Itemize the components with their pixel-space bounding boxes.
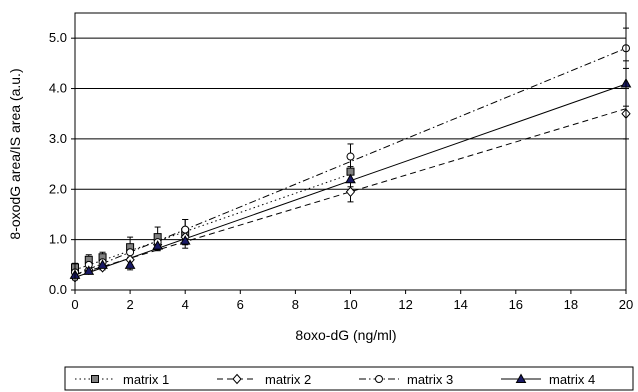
- x-axis-ticks: 0 2 4 6 8 10 12 14 16 18 20: [71, 290, 633, 312]
- point-matrix-4: [83, 265, 95, 275]
- legend-marker: [232, 373, 242, 385]
- legend-label: matrix 3: [407, 372, 453, 387]
- point-matrix-4: [152, 240, 164, 250]
- y-tick-label: 1.0: [49, 232, 67, 247]
- plot-area: [69, 12, 632, 291]
- y-axis-label: 8-oxodG area/IS area (a.u.): [7, 68, 23, 239]
- x-tick-label: 14: [453, 297, 467, 312]
- fit-line-2: [74, 108, 627, 276]
- legend-label: matrix 2: [265, 372, 311, 387]
- point-matrix-4: [179, 235, 191, 245]
- y-tick-label: 2.0: [49, 181, 67, 196]
- y-tick-label: 3.0: [49, 131, 67, 146]
- point-matrix-3: [126, 248, 135, 257]
- x-tick-label: 0: [71, 297, 78, 312]
- x-tick-label: 4: [182, 297, 189, 312]
- point-matrix-4: [345, 173, 356, 184]
- x-tick-label: 18: [564, 297, 578, 312]
- x-tick-label: 16: [509, 297, 523, 312]
- point-matrix-2: [345, 186, 356, 198]
- gridlines: [75, 37, 626, 241]
- legend-marker: [515, 373, 527, 383]
- y-tick-label: 0.0: [49, 282, 67, 297]
- fit-line-1: [74, 173, 351, 271]
- y-tick-label: 5.0: [49, 30, 67, 45]
- data-points: [69, 44, 632, 283]
- point-matrix-4: [124, 259, 136, 269]
- point-matrix-4: [97, 259, 108, 269]
- legend-marker: [375, 375, 383, 383]
- point-matrix-3: [346, 152, 355, 161]
- x-tick-label: 12: [398, 297, 412, 312]
- legend-label: matrix 4: [549, 372, 595, 387]
- y-tick-label: 4.0: [49, 81, 67, 96]
- x-axis-label: 8oxo-dG (ng/ml): [295, 327, 396, 343]
- fit-line-3: [74, 47, 627, 276]
- legend: matrix 1 matrix 2 matrix 3 matrix 4: [64, 366, 634, 391]
- x-tick-label: 2: [126, 297, 133, 312]
- point-matrix-3: [181, 225, 190, 234]
- x-tick-label: 6: [237, 297, 244, 312]
- legend-box: [64, 366, 634, 391]
- legend-label: matrix 1: [123, 372, 169, 387]
- legend-marker: [91, 375, 99, 383]
- y-axis-ticks: 0.0 1.0 2.0 3.0 4.0 5.0: [49, 30, 75, 297]
- x-tick-label: 8: [292, 297, 299, 312]
- x-tick-label: 10: [343, 297, 357, 312]
- x-tick-label: 20: [619, 297, 633, 312]
